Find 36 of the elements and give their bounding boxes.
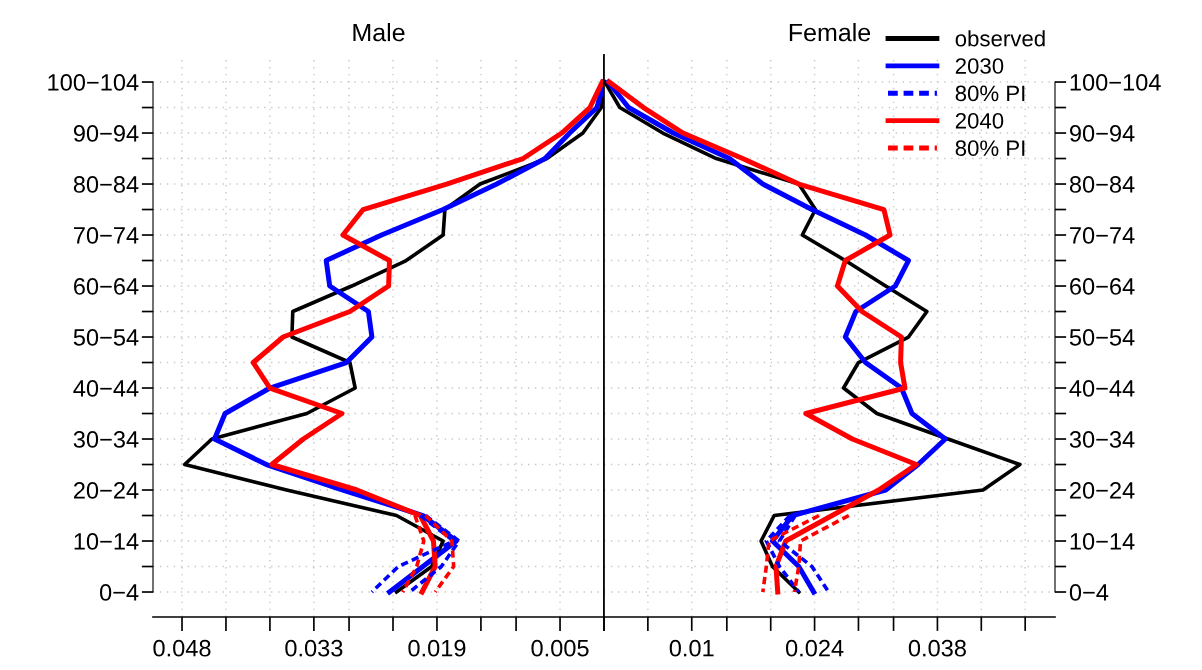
y-tick-label: 100−104 <box>48 74 139 91</box>
y-tick-label: 30−34 <box>73 431 139 448</box>
y-tick-label: 0−4 <box>1069 584 1109 601</box>
x-tick-label: 0.01 <box>669 639 714 657</box>
y-tick-label: 70−74 <box>1070 227 1135 244</box>
x-tick-label: 0.033 <box>285 639 343 657</box>
y-tick-label: 0−4 <box>99 584 139 601</box>
x-tick-label: 0.038 <box>908 639 966 657</box>
x-tick-label: 0.048 <box>153 639 211 657</box>
y-tick-label: 70−74 <box>74 227 139 244</box>
y-tick-label: 10−14 <box>74 533 139 550</box>
y-tick-label: 50−54 <box>1069 329 1135 346</box>
legend-label: 2030 <box>955 58 1004 74</box>
y-tick-label: 40−44 <box>73 380 139 397</box>
y-tick-label: 50−54 <box>73 329 139 346</box>
y-tick-label: 10−14 <box>1070 533 1135 550</box>
legend-label: 80% PI <box>955 85 1025 102</box>
legend-label: 80% PI <box>955 140 1025 157</box>
chart-title: Female <box>789 22 871 42</box>
legend-label: 2040 <box>955 112 1004 129</box>
y-tick-label: 100−104 <box>1070 74 1161 91</box>
y-tick-label: 60−64 <box>74 278 139 295</box>
y-tick-label: 80−84 <box>1069 176 1135 193</box>
y-tick-label: 60−64 <box>1070 278 1135 295</box>
x-tick-label: 0.019 <box>408 639 466 657</box>
y-tick-label: 30−34 <box>1069 431 1135 448</box>
legend-label: observed <box>955 30 1045 47</box>
y-tick-label: 90−94 <box>73 125 139 142</box>
y-tick-label: 20−24 <box>73 482 139 499</box>
y-tick-label: 80−84 <box>73 176 139 193</box>
y-tick-label: 90−94 <box>1070 125 1135 142</box>
y-tick-label: 20−24 <box>1070 482 1135 499</box>
x-tick-label: 0.024 <box>785 639 844 657</box>
x-tick-label: 0.005 <box>531 639 589 657</box>
y-tick-label: 40−44 <box>1069 380 1135 397</box>
chart-title: Male <box>353 22 405 42</box>
